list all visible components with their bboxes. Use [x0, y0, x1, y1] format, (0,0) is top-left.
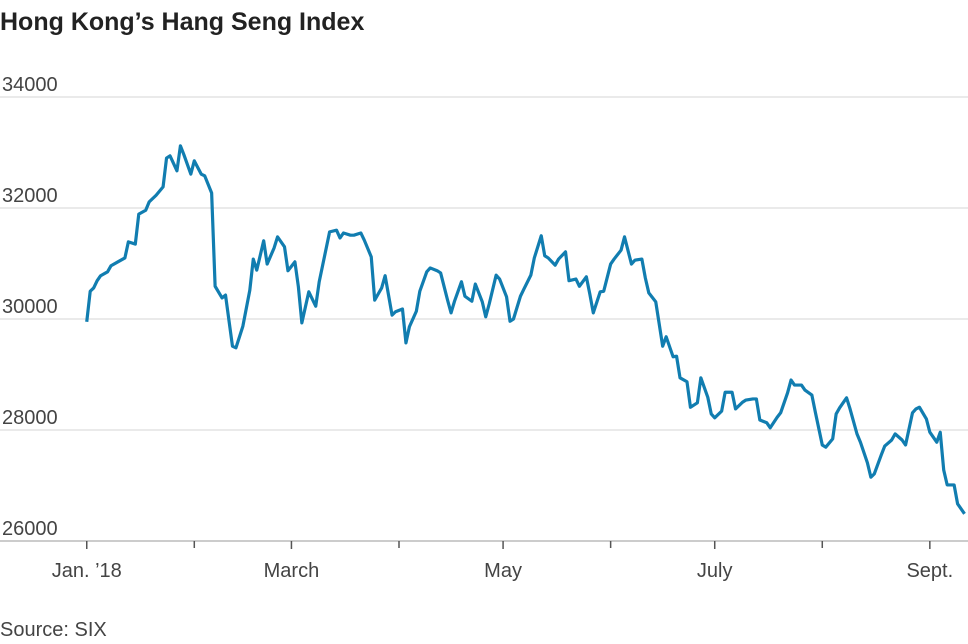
x-tick-label: Jan. ’18	[52, 560, 122, 582]
y-tick-label: 30000	[2, 296, 58, 318]
y-tick-label: 28000	[2, 407, 58, 429]
source-note: Source: SIX	[0, 619, 107, 641]
y-tick-label: 26000	[2, 518, 58, 540]
y-tick-label: 32000	[2, 185, 58, 207]
index-line	[85, 144, 966, 515]
chart-title: Hong Kong’s Hang Seng Index	[0, 8, 364, 36]
x-tick-label: May	[484, 560, 522, 582]
y-tick-label: 34000	[2, 74, 58, 96]
x-tick-label: March	[264, 560, 320, 582]
x-tick-label: July	[697, 560, 733, 582]
x-tick-label: Sept.	[906, 560, 953, 582]
